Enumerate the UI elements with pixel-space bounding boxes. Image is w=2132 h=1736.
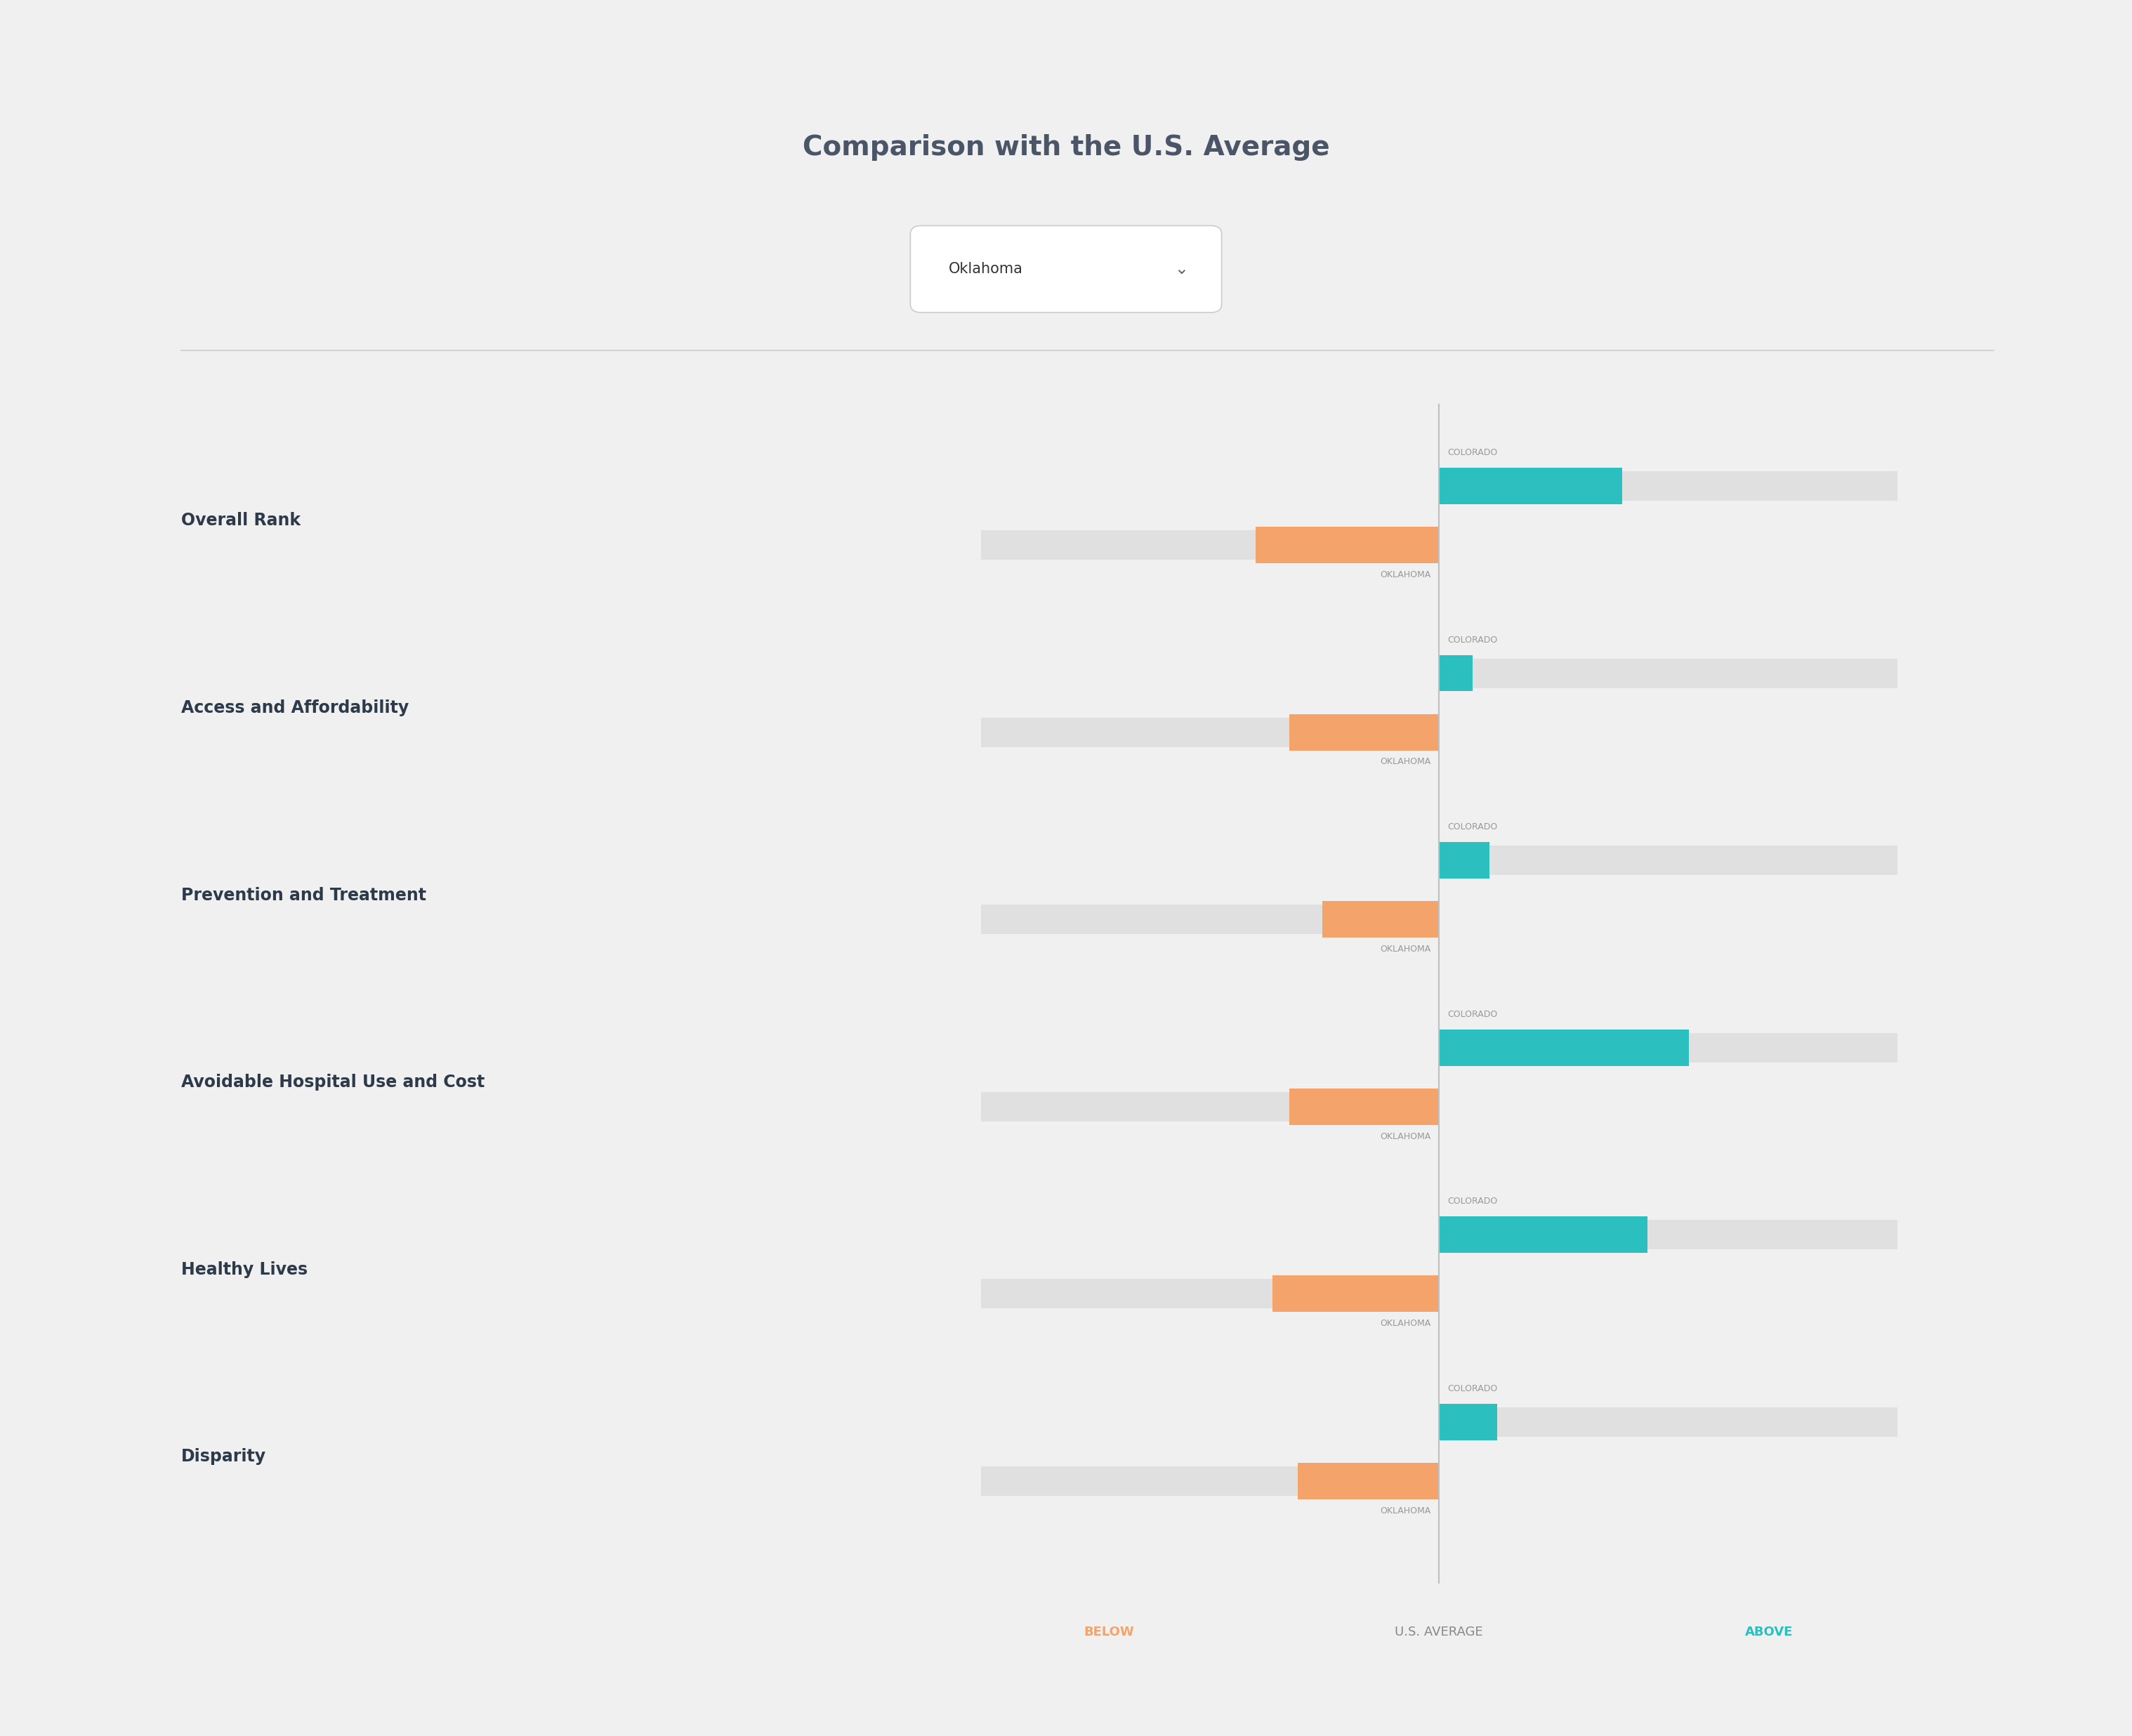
Text: Oklahoma: Oklahoma bbox=[949, 262, 1023, 276]
Bar bbox=[1439, 470, 1897, 500]
Text: OKLAHOMA: OKLAHOMA bbox=[1379, 757, 1431, 767]
Text: U.S. AVERAGE: U.S. AVERAGE bbox=[1394, 1625, 1484, 1639]
Bar bbox=[981, 717, 1439, 746]
Bar bbox=[1439, 1029, 1689, 1066]
Bar bbox=[1273, 1276, 1439, 1312]
Text: Access and Affordability: Access and Affordability bbox=[181, 700, 409, 717]
Text: COLORADO: COLORADO bbox=[1448, 448, 1497, 457]
Text: OKLAHOMA: OKLAHOMA bbox=[1379, 1132, 1431, 1141]
Text: COLORADO: COLORADO bbox=[1448, 1384, 1497, 1394]
Text: COLORADO: COLORADO bbox=[1448, 1010, 1497, 1019]
Bar bbox=[1439, 654, 1473, 691]
Bar bbox=[1256, 526, 1439, 562]
Bar bbox=[981, 1467, 1439, 1496]
Bar bbox=[1439, 845, 1897, 875]
Text: Overall Rank: Overall Rank bbox=[181, 512, 301, 529]
Text: ⌄: ⌄ bbox=[1175, 260, 1188, 278]
Bar bbox=[981, 1092, 1439, 1121]
Text: OKLAHOMA: OKLAHOMA bbox=[1379, 569, 1431, 580]
Bar bbox=[981, 1279, 1439, 1309]
Text: COLORADO: COLORADO bbox=[1448, 1196, 1497, 1207]
Text: BELOW: BELOW bbox=[1083, 1625, 1134, 1639]
Text: Avoidable Hospital Use and Cost: Avoidable Hospital Use and Cost bbox=[181, 1075, 484, 1090]
Bar bbox=[981, 529, 1439, 559]
Text: Healthy Lives: Healthy Lives bbox=[181, 1260, 307, 1278]
Text: Prevention and Treatment: Prevention and Treatment bbox=[181, 887, 426, 903]
Text: COMPARE COLORADO TO:: COMPARE COLORADO TO: bbox=[1002, 233, 1130, 243]
Text: Disparity: Disparity bbox=[181, 1448, 266, 1465]
Bar bbox=[1439, 1217, 1648, 1253]
Bar bbox=[1439, 842, 1488, 878]
Bar bbox=[1439, 1033, 1897, 1062]
Text: ABOVE: ABOVE bbox=[1746, 1625, 1793, 1639]
Bar bbox=[1439, 467, 1622, 503]
Bar bbox=[1439, 1404, 1497, 1441]
Bar bbox=[1298, 1463, 1439, 1500]
Bar bbox=[1290, 1088, 1439, 1125]
Text: COLORADO: COLORADO bbox=[1448, 635, 1497, 644]
Bar bbox=[1439, 658, 1897, 687]
Text: COLORADO: COLORADO bbox=[1448, 823, 1497, 832]
Text: OKLAHOMA: OKLAHOMA bbox=[1379, 944, 1431, 953]
Text: OKLAHOMA: OKLAHOMA bbox=[1379, 1507, 1431, 1516]
Text: OKLAHOMA: OKLAHOMA bbox=[1379, 1319, 1431, 1328]
Bar bbox=[1439, 1408, 1897, 1437]
Bar bbox=[1322, 901, 1439, 937]
Bar bbox=[1439, 1220, 1897, 1250]
Bar bbox=[1290, 713, 1439, 750]
Text: Comparison with the U.S. Average: Comparison with the U.S. Average bbox=[802, 134, 1330, 161]
Bar bbox=[981, 904, 1439, 934]
FancyBboxPatch shape bbox=[910, 226, 1222, 312]
